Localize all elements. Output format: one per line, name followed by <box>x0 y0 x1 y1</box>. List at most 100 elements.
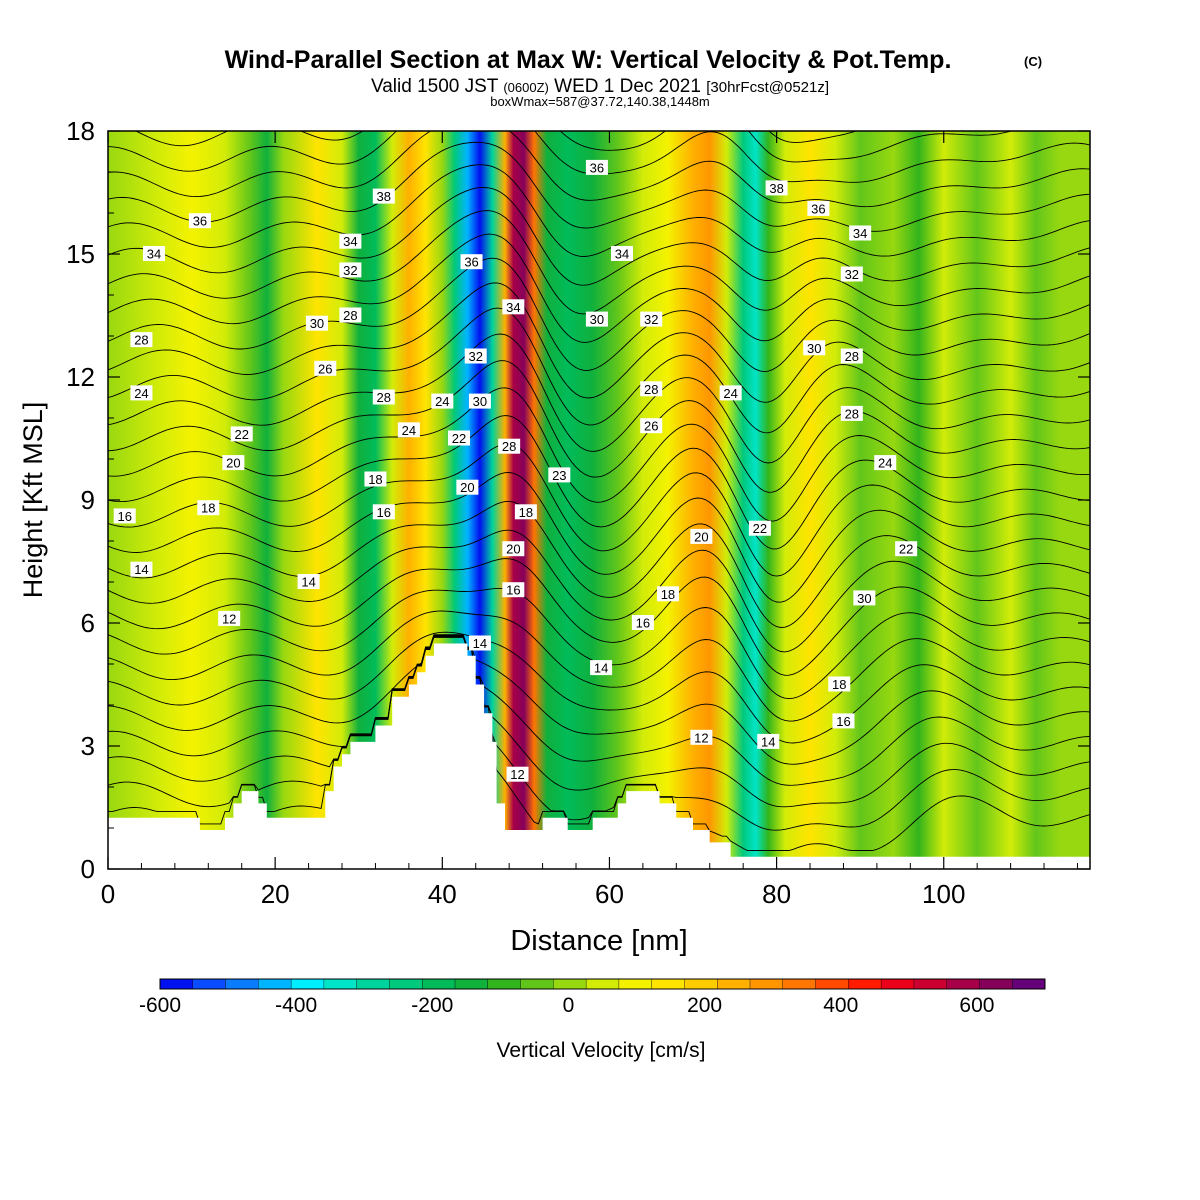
colorbar-swatch <box>520 978 554 990</box>
theta-contour-label: 24 <box>397 422 420 438</box>
svg-text:18: 18 <box>832 677 846 692</box>
theta-contour-label: 36 <box>807 200 830 216</box>
theta-contour-label: 24 <box>431 393 454 409</box>
theta-contour-label: 16 <box>372 504 395 520</box>
theta-contour-label: 26 <box>640 418 663 434</box>
chart-subtitle: Valid 1500 JST (0600Z) WED 1 Dec 2021 [3… <box>371 76 829 97</box>
theta-contour-line <box>108 141 1090 232</box>
theta-contour-line <box>108 360 1090 493</box>
theta-contour-label: 28 <box>498 438 521 454</box>
svg-text:32: 32 <box>343 263 357 278</box>
svg-text:24: 24 <box>723 386 737 401</box>
theta-contour-label: 16 <box>631 615 654 631</box>
colorbar-swatch <box>454 978 489 990</box>
colorbar-tick-label: 200 <box>687 994 722 1017</box>
theta-contour-line <box>108 472 1090 603</box>
colorbar-frame <box>159 978 1046 990</box>
colorbar-swatch <box>651 978 685 990</box>
colorbar-swatch <box>815 978 849 990</box>
theta-contour-label: 24 <box>874 455 897 471</box>
chart-title: Wind-Parallel Section at Max W: Vertical… <box>225 46 952 74</box>
svg-text:30: 30 <box>310 316 324 331</box>
theta-contour-label: 18 <box>197 500 220 516</box>
theta-contour-labels: 12 14 14 16 18 20 22 24 28 30 28 26 32 34 34 36 38 28 24 24… <box>113 159 918 782</box>
colorbar-swatch <box>159 978 194 990</box>
theta-contour-label: 38 <box>372 188 395 204</box>
theta-contour-label: 22 <box>748 520 771 536</box>
svg-text:28: 28 <box>845 406 859 421</box>
y-tick-label: 18 <box>66 116 95 146</box>
svg-text:34: 34 <box>147 247 161 262</box>
theta-contour-line <box>108 210 1090 315</box>
theta-contour-label: 28 <box>840 348 863 364</box>
theta-contour-label: 12 <box>218 610 241 626</box>
theta-contour-label: 14 <box>590 660 613 676</box>
svg-text:36: 36 <box>811 201 825 216</box>
svg-text:34: 34 <box>343 234 357 249</box>
colorbar-swatch <box>487 978 522 990</box>
colorbar-tick-label: 0 <box>563 994 575 1017</box>
theta-contour-label: 34 <box>849 225 872 241</box>
colorbar-tick-label: -400 <box>275 994 317 1017</box>
x-tick-label: 40 <box>428 879 457 909</box>
theta-contour-label: 36 <box>585 159 608 175</box>
theta-contour-label: 18 <box>828 676 851 692</box>
svg-text:14: 14 <box>301 575 315 590</box>
svg-text:20: 20 <box>226 456 240 471</box>
theta-contour-label: 28 <box>840 405 863 421</box>
theta-contour-label: 28 <box>339 307 362 323</box>
theta-contour-label: 22 <box>230 426 253 442</box>
y-tick-label: 12 <box>66 362 95 392</box>
colorbar-tick-label: -600 <box>139 994 181 1017</box>
svg-text:32: 32 <box>468 349 482 364</box>
colorbar-swatch <box>192 978 227 990</box>
svg-text:36: 36 <box>590 160 604 175</box>
theta-contour-label: 18 <box>364 471 387 487</box>
theta-contour-line <box>108 257 1090 373</box>
svg-text:12: 12 <box>510 767 524 782</box>
theta-contour-label: 30 <box>803 340 826 356</box>
colorbar-swatch <box>979 978 1013 990</box>
theta-contour-label: 14 <box>757 733 780 749</box>
svg-text:16: 16 <box>506 583 520 598</box>
theta-contour-label: 28 <box>130 332 153 348</box>
svg-text:34: 34 <box>853 226 867 241</box>
svg-text:24: 24 <box>402 423 416 438</box>
theta-contour-label: 34 <box>610 246 633 262</box>
theta-contour-line <box>108 387 1090 522</box>
svg-text:26: 26 <box>644 419 658 434</box>
colorbar-tick-label: 600 <box>959 994 994 1017</box>
theta-contour-label: 34 <box>502 299 525 315</box>
colorbar-tick-label: -200 <box>411 994 453 1017</box>
colorbar-swatch <box>946 978 980 990</box>
svg-text:30: 30 <box>857 591 871 606</box>
theta-contour-line <box>108 187 1090 286</box>
colorbar-swatch <box>225 978 259 990</box>
theta-contour-label: 16 <box>113 508 136 524</box>
y-tick-label: 0 <box>81 854 95 884</box>
colorbar-swatch <box>782 978 817 990</box>
theta-contour-line <box>108 333 1090 464</box>
colorbar: -600 -400 -200 0 200 400 600 <box>139 978 1046 1017</box>
theta-contour-line <box>108 636 1090 851</box>
svg-text:30: 30 <box>473 394 487 409</box>
y-tick-label: 15 <box>66 239 95 269</box>
chart-subtitle-2: boxWmax=587@37.72,140.38,1448m <box>490 94 710 109</box>
theta-contour-label: 12 <box>506 766 529 782</box>
theta-contour-label: 26 <box>314 360 337 376</box>
colorbar-swatch <box>1012 978 1046 990</box>
svg-text:28: 28 <box>845 349 859 364</box>
theta-contour-label: 18 <box>656 586 679 602</box>
svg-text:20: 20 <box>694 529 708 544</box>
theta-contour-line <box>108 635 1090 808</box>
theta-contour-label: 36 <box>188 213 211 229</box>
theta-contour-label: 38 <box>765 180 788 196</box>
theta-contour-label: 30 <box>468 393 491 409</box>
theta-contour-label: 36 <box>460 254 483 270</box>
theta-contour-label: 28 <box>372 389 395 405</box>
y-tick-label: 6 <box>81 608 95 638</box>
svg-text:18: 18 <box>368 472 382 487</box>
svg-text:12: 12 <box>694 730 708 745</box>
theta-contour-line <box>108 164 1090 257</box>
copyright-mark: (C) <box>1024 54 1042 69</box>
